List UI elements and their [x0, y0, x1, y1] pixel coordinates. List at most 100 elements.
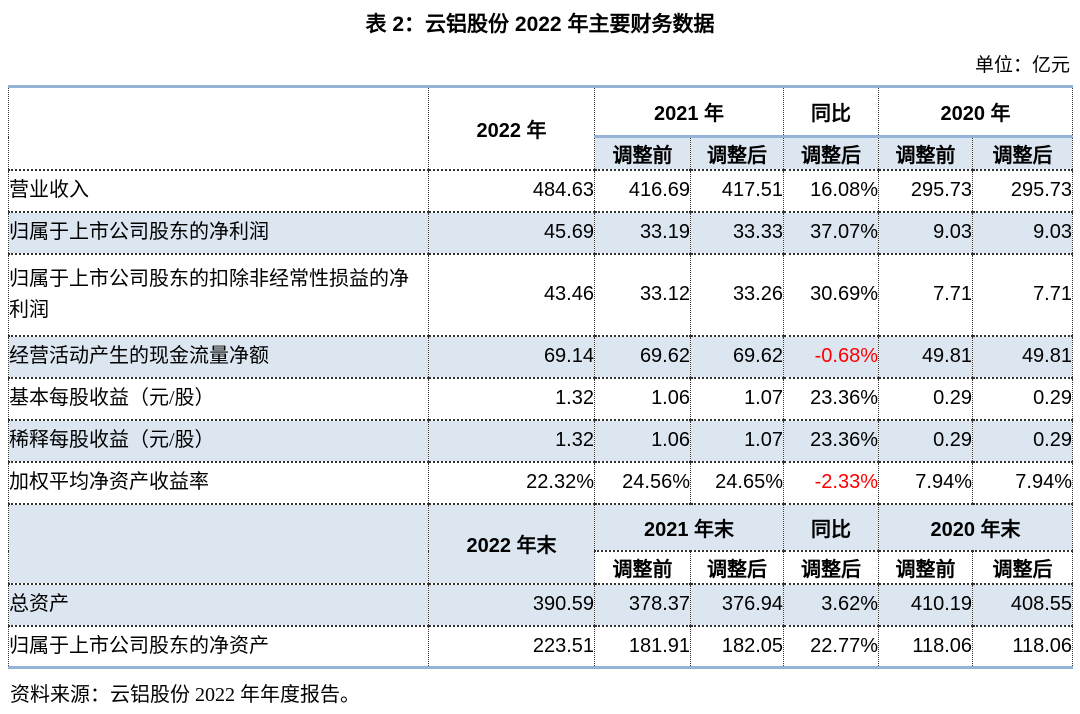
cell-value: 24.56%	[594, 460, 691, 505]
header-blank-cell	[8, 85, 429, 171]
cell-value: 7.94%	[878, 460, 973, 505]
cell-value: 223.51	[428, 624, 595, 669]
cell-value: 484.63	[428, 168, 595, 213]
cell-value: 33.19	[594, 210, 691, 255]
cell-value: 33.33	[690, 210, 784, 255]
subheader-2021-post: 调整后	[690, 549, 784, 585]
cell-value: 378.37	[594, 582, 691, 627]
cell-value: 408.55	[972, 582, 1073, 627]
cell-value: 69.62	[690, 334, 784, 379]
table-title: 表 2：云铝股份 2022 年主要财务数据	[365, 13, 715, 36]
table-row: 总资产 390.59 378.37 376.94 3.62% 410.19 40…	[8, 582, 1073, 627]
subheader-2021-post: 调整后	[690, 135, 784, 171]
cell-value: 22.32%	[428, 460, 595, 505]
row-label: 归属于上市公司股东的净利润	[8, 210, 429, 255]
cell-value: 43.46	[428, 252, 595, 337]
subheader-2021-pre: 调整前	[594, 549, 691, 585]
cell-value: 118.06	[972, 624, 1073, 669]
col-header-2021: 2021 年	[594, 85, 784, 138]
cell-value: 22.77%	[783, 624, 879, 669]
row-label: 归属于上市公司股东的扣除非经常性损益的净利润	[8, 252, 429, 337]
cell-value: 23.36%	[783, 418, 879, 463]
cell-value: 49.81	[972, 334, 1073, 379]
header-row-adjust-s1: 调整前 调整后 调整后 调整前 调整后	[9, 135, 1073, 171]
subheader-yoy-post: 调整后	[783, 549, 879, 585]
row-label: 稀释每股收益（元/股）	[8, 418, 429, 463]
cell-value: 9.03	[878, 210, 973, 255]
cell-value: 0.29	[972, 418, 1073, 463]
col-header-2022-end: 2022 年末	[428, 502, 595, 585]
cell-value: 410.19	[878, 582, 973, 627]
cell-value: 45.69	[428, 210, 595, 255]
table-row: 营业收入 484.63 416.69 417.51 16.08% 295.73 …	[8, 168, 1073, 213]
cell-value: 295.73	[878, 168, 973, 213]
cell-value: 33.26	[690, 252, 784, 337]
table-row: 归属于上市公司股东的净资产 223.51 181.91 182.05 22.77…	[8, 624, 1073, 669]
cell-value: 390.59	[428, 582, 595, 627]
table-row: 稀释每股收益（元/股） 1.32 1.06 1.07 23.36% 0.29 0…	[8, 418, 1073, 463]
table-row: 归属于上市公司股东的净利润 45.69 33.19 33.33 37.07% 9…	[8, 210, 1073, 255]
row-label: 基本每股收益（元/股）	[8, 376, 429, 421]
header-row-years-s2: 2022 年末 2021 年末 同比 2020 年末	[8, 502, 1073, 585]
cell-value: 181.91	[594, 624, 691, 669]
cell-value: -2.33%	[783, 460, 879, 505]
cell-value: 16.08%	[783, 168, 879, 213]
cell-value: 1.32	[428, 376, 595, 421]
cell-value: 1.06	[594, 376, 691, 421]
col-header-yoy-end: 同比	[783, 502, 879, 552]
cell-value: 1.32	[428, 418, 595, 463]
cell-value: -0.68%	[783, 334, 879, 379]
row-label: 经营活动产生的现金流量净额	[8, 334, 429, 379]
financial-table: 2022 年 2021 年 同比 2020 年 调整前 调整后 调整后 调整前 …	[8, 85, 1073, 669]
cell-value: 7.71	[972, 252, 1073, 337]
cell-value: 7.94%	[972, 460, 1073, 505]
cell-value: 376.94	[690, 582, 784, 627]
cell-value: 30.69%	[783, 252, 879, 337]
header-blank-cell	[8, 502, 429, 585]
table-row: 归属于上市公司股东的扣除非经常性损益的净利润 43.46 33.12 33.26…	[8, 252, 1073, 337]
col-header-2020: 2020 年	[878, 85, 1073, 138]
cell-value: 416.69	[594, 168, 691, 213]
cell-value: 0.29	[972, 376, 1073, 421]
subheader-2020-post: 调整后	[972, 549, 1073, 585]
cell-value: 1.07	[690, 376, 784, 421]
cell-value: 37.07%	[783, 210, 879, 255]
cell-value: 295.73	[972, 168, 1073, 213]
cell-value: 24.65%	[690, 460, 784, 505]
col-header-2020-end: 2020 年末	[878, 502, 1073, 552]
cell-value: 23.36%	[783, 376, 879, 421]
cell-value: 0.29	[878, 376, 973, 421]
cell-value: 33.12	[594, 252, 691, 337]
table-row: 加权平均净资产收益率 22.32% 24.56% 24.65% -2.33% 7…	[8, 460, 1073, 505]
subheader-2020-pre: 调整前	[878, 549, 973, 585]
cell-value: 182.05	[690, 624, 784, 669]
cell-value: 118.06	[878, 624, 973, 669]
row-label: 总资产	[8, 582, 429, 627]
header-row-adjust-s2: 调整前 调整后 调整后 调整前 调整后	[9, 549, 1073, 585]
header-row-years-s1: 2022 年 2021 年 同比 2020 年	[8, 85, 1073, 171]
cell-value: 3.62%	[783, 582, 879, 627]
row-label: 营业收入	[8, 168, 429, 213]
subheader-yoy-post: 调整后	[783, 135, 879, 171]
source-note: 资料来源：云铝股份 2022 年年度报告。	[10, 684, 360, 706]
cell-value: 0.29	[878, 418, 973, 463]
cell-value: 49.81	[878, 334, 973, 379]
col-header-2022: 2022 年	[428, 85, 595, 171]
col-header-2021-end: 2021 年末	[594, 502, 784, 552]
cell-value: 7.71	[878, 252, 973, 337]
subheader-2021-pre: 调整前	[594, 135, 691, 171]
cell-value: 1.07	[690, 418, 784, 463]
cell-value: 69.62	[594, 334, 691, 379]
cell-value: 9.03	[972, 210, 1073, 255]
col-header-yoy: 同比	[783, 85, 879, 138]
row-label: 加权平均净资产收益率	[8, 460, 429, 505]
table-row: 基本每股收益（元/股） 1.32 1.06 1.07 23.36% 0.29 0…	[8, 376, 1073, 421]
cell-value: 417.51	[690, 168, 784, 213]
row-label: 归属于上市公司股东的净资产	[8, 624, 429, 669]
table-row: 经营活动产生的现金流量净额 69.14 69.62 69.62 -0.68% 4…	[8, 334, 1073, 379]
cell-value: 1.06	[594, 418, 691, 463]
unit-label: 单位：亿元	[974, 55, 1070, 76]
subheader-2020-post: 调整后	[972, 135, 1073, 171]
cell-value: 69.14	[428, 334, 595, 379]
